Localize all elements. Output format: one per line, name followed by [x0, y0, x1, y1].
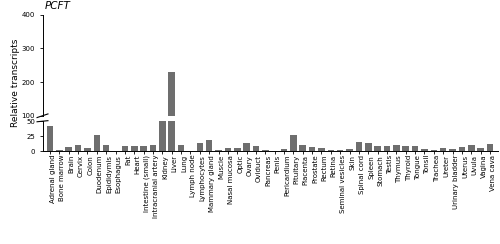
Bar: [328, 150, 334, 151]
Bar: [486, 144, 494, 151]
Bar: [159, 116, 166, 150]
Bar: [244, 143, 250, 151]
Bar: [450, 149, 456, 151]
Bar: [478, 148, 484, 151]
Bar: [94, 135, 100, 151]
Bar: [56, 150, 62, 151]
Bar: [66, 147, 72, 151]
Bar: [224, 148, 231, 151]
Bar: [131, 146, 138, 151]
Bar: [150, 145, 156, 151]
Bar: [103, 145, 110, 151]
Bar: [215, 150, 222, 151]
Bar: [281, 150, 287, 151]
Bar: [46, 126, 54, 151]
Bar: [393, 145, 400, 151]
Bar: [75, 145, 82, 151]
Bar: [412, 146, 418, 151]
Bar: [430, 150, 437, 151]
Bar: [206, 141, 212, 151]
Bar: [84, 148, 90, 151]
Bar: [374, 146, 381, 151]
Bar: [234, 148, 240, 151]
Bar: [168, 121, 175, 151]
Bar: [337, 150, 344, 151]
Bar: [300, 145, 306, 151]
Text: PCFT: PCFT: [45, 0, 70, 10]
Bar: [262, 150, 268, 151]
Bar: [384, 146, 390, 151]
Bar: [468, 145, 474, 151]
Bar: [252, 146, 259, 151]
Bar: [196, 143, 203, 151]
Text: Relative transcripts: Relative transcripts: [10, 39, 20, 127]
Bar: [421, 150, 428, 151]
Bar: [458, 147, 465, 151]
Bar: [122, 146, 128, 151]
Bar: [178, 145, 184, 151]
Bar: [318, 148, 325, 151]
Bar: [356, 142, 362, 151]
Bar: [290, 135, 296, 151]
Bar: [140, 146, 147, 151]
Bar: [440, 148, 446, 151]
Bar: [159, 121, 166, 151]
Bar: [168, 72, 175, 150]
Bar: [402, 146, 409, 151]
Bar: [365, 143, 372, 151]
Bar: [309, 147, 316, 151]
Bar: [346, 150, 353, 151]
